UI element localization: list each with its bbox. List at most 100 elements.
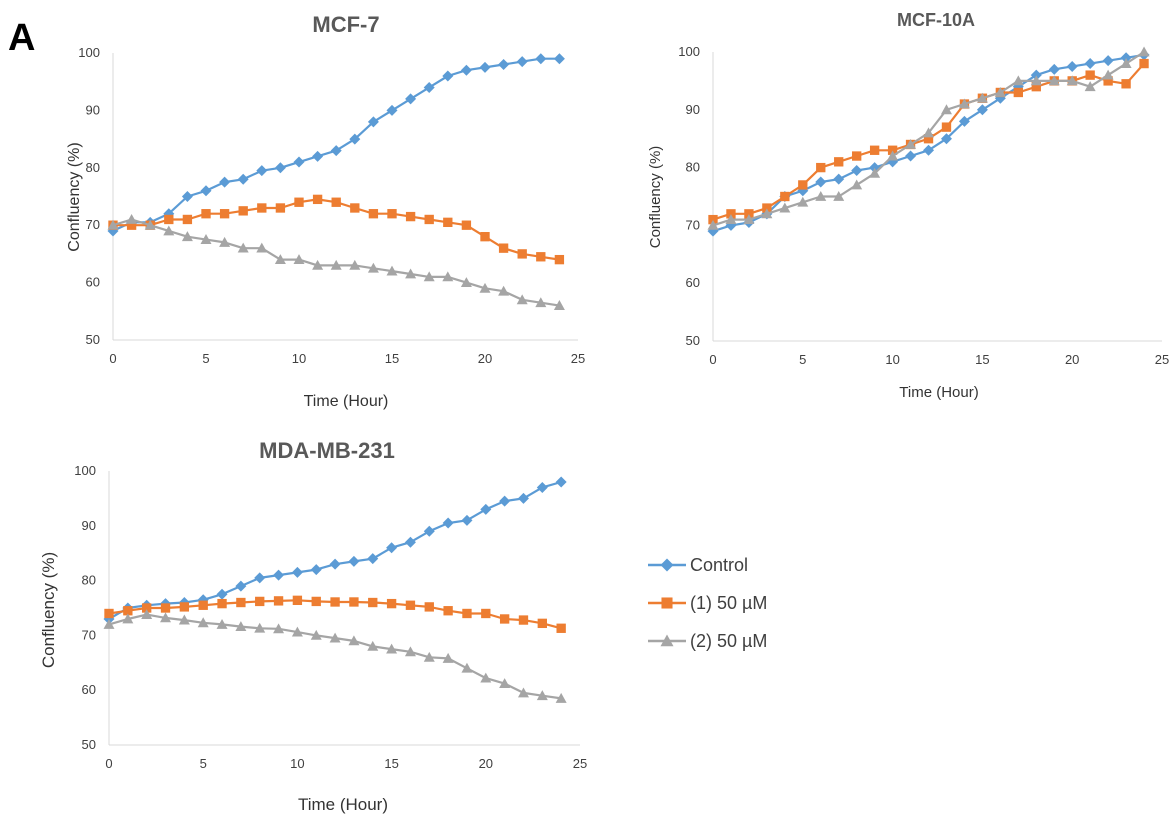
data-point-2 [480, 232, 490, 242]
data-point-1 [367, 116, 379, 128]
data-point-1 [553, 53, 565, 65]
data-point-3 [216, 618, 228, 629]
data-point-3 [386, 265, 398, 276]
data-point-3 [141, 609, 153, 619]
data-point-2 [1013, 87, 1023, 98]
data-point-3 [461, 662, 473, 673]
data-point-2 [424, 602, 434, 612]
data-point-2 [238, 206, 248, 216]
data-point-1 [460, 64, 472, 76]
data-point-3 [833, 191, 845, 201]
data-point-2 [292, 595, 303, 606]
data-point-3 [405, 268, 417, 279]
data-point-2 [744, 209, 754, 219]
data-point-2 [160, 603, 171, 613]
data-point-2 [443, 217, 453, 228]
data-point-3 [181, 231, 193, 242]
data-point-3 [707, 219, 719, 230]
data-point-3 [1030, 75, 1042, 86]
data-point-2 [869, 145, 880, 155]
x-axis-label: Time (Hour) [304, 393, 389, 410]
data-point-2 [179, 602, 190, 612]
data-point-3 [555, 692, 567, 703]
data-point-1 [442, 517, 454, 529]
data-point-2 [462, 608, 472, 619]
data-point-2 [1103, 76, 1113, 86]
chart-title: MCF-7 [312, 12, 379, 37]
data-point-3 [235, 621, 247, 632]
data-point-3 [1012, 75, 1024, 86]
data-point-1 [423, 525, 435, 537]
data-point-3 [797, 196, 809, 207]
data-point-3 [869, 167, 881, 178]
data-point-2 [255, 596, 265, 607]
data-point-2 [368, 597, 378, 608]
data-point-3 [442, 271, 454, 282]
y-axis-label: Confluency (%) [66, 142, 83, 251]
data-point-3 [122, 613, 134, 624]
y-tick-label: 60 [686, 275, 700, 290]
data-point-3 [126, 213, 138, 224]
y-tick-label: 50 [686, 333, 700, 348]
data-point-2 [852, 151, 862, 161]
data-point-1 [216, 588, 228, 600]
data-point-2 [350, 203, 360, 213]
data-point-2 [887, 145, 898, 155]
data-point-1 [442, 70, 454, 82]
y-tick-label: 100 [678, 44, 700, 59]
x-tick-label: 10 [290, 756, 304, 771]
x-axis-label: Time (Hour) [899, 384, 978, 401]
data-point-2 [834, 157, 844, 167]
chart-mcf7: MCF-7 50 60 70 80 90 100 0 5 10 15 20 25 Time (Hour… [66, 12, 585, 410]
data-point-3 [386, 643, 398, 654]
data-point-1 [498, 58, 510, 70]
data-point-1 [479, 61, 491, 73]
data-point-2 [499, 614, 510, 624]
x-tick-label: 15 [975, 352, 989, 367]
data-point-1 [312, 150, 324, 162]
data-point-3 [499, 678, 511, 689]
data-point-2 [518, 615, 529, 625]
x-tick-label: 10 [885, 352, 899, 367]
data-point-2 [537, 618, 547, 629]
data-point-3 [958, 98, 970, 109]
data-point-1 [348, 555, 360, 567]
data-point-2 [368, 209, 379, 219]
data-point-3 [367, 262, 379, 273]
data-point-2 [941, 122, 952, 132]
data-point-2 [816, 162, 826, 173]
legend-marker [660, 634, 674, 647]
data-point-3 [725, 214, 737, 225]
y-axis-label: Confluency (%) [647, 146, 664, 249]
data-point-1 [535, 53, 547, 65]
data-point-3 [1138, 46, 1150, 57]
data-point-3 [367, 640, 379, 651]
data-point-1 [404, 536, 416, 548]
data-point-3 [905, 138, 917, 149]
data-point-3 [348, 635, 360, 646]
data-point-1 [367, 553, 379, 565]
data-point-1 [273, 569, 285, 581]
data-point-1 [329, 558, 341, 570]
data-point-1 [905, 150, 917, 162]
chart-title: MCF-10A [897, 10, 975, 30]
data-point-1 [815, 176, 827, 188]
data-point-1 [517, 492, 529, 504]
data-point-1 [386, 542, 398, 554]
data-point-2 [708, 214, 718, 225]
data-point-1 [480, 503, 492, 515]
data-point-3 [293, 254, 305, 265]
data-point-2 [275, 203, 286, 213]
data-point-3 [1048, 75, 1060, 86]
data-point-3 [1066, 75, 1078, 86]
data-point-3 [163, 225, 175, 236]
chart-mcf10a: MCF-10A 50 60 70 80 90 100 0 5 10 15 20 25 Time (Ho… [647, 10, 1169, 401]
data-point-3 [940, 104, 952, 115]
data-point-3 [200, 234, 212, 244]
data-point-3 [779, 202, 791, 213]
data-point-1 [923, 144, 935, 156]
data-point-3 [815, 191, 827, 201]
data-point-2 [126, 220, 137, 230]
data-point-1 [940, 133, 952, 145]
